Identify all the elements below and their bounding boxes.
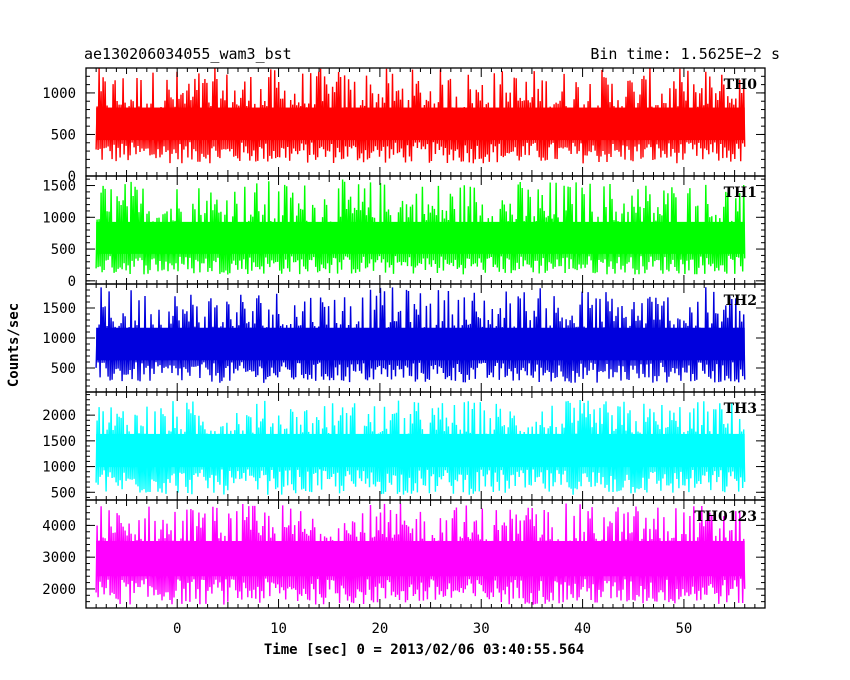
y-tick-label: 500: [51, 242, 76, 258]
x-tick-label: 0: [173, 621, 181, 637]
series-label-th1: TH1: [724, 185, 757, 201]
x-tick-label: 40: [574, 621, 591, 637]
y-tick-label: 1000: [42, 460, 76, 476]
series-core-th2: [96, 327, 745, 361]
x-tick-label: 20: [371, 621, 388, 637]
panel-th1: 0 500 1000 1500 TH1: [42, 175, 766, 290]
series-label-th0123: TH0123: [694, 509, 757, 525]
y-tick-label: 1500: [42, 179, 76, 195]
panel-th0: 0 500 1000 TH0: [42, 67, 766, 185]
y-tick-label: 4000: [42, 518, 76, 534]
series-core-th0: [96, 107, 745, 141]
series-label-th2: TH2: [724, 293, 757, 309]
series-core-th3: [96, 433, 745, 468]
panel-th2: 500 1000 1500 TH2: [42, 283, 766, 393]
y-axis-label: Counts/sec: [6, 303, 22, 387]
y-tick-label: 500: [51, 485, 76, 501]
y-tick-label: 500: [51, 361, 76, 377]
x-axis: 0 10 20 30 40 50: [173, 621, 692, 637]
y-tick-label: 1500: [42, 434, 76, 450]
series-label-th0: TH0: [724, 77, 758, 93]
y-tick-label: 1500: [42, 301, 76, 317]
y-tick-label: 1000: [42, 331, 76, 347]
x-tick-label: 10: [270, 621, 287, 637]
panel-th0123: 2000 3000 4000 TH0123: [42, 499, 766, 609]
panel-th3: 500 1000 1500 2000 TH3: [42, 391, 766, 501]
series-label-th3: TH3: [724, 401, 757, 417]
x-axis-label: Time [sec] 0 = 2013/02/06 03:40:55.564: [264, 642, 584, 658]
x-tick-label: 30: [473, 621, 490, 637]
series-core-th0123: [96, 540, 745, 577]
chart-title: ae130206034055_wam3_bst: [84, 45, 292, 63]
y-tick-label: 2000: [42, 408, 76, 424]
bin-time-label: Bin time: 1.5625E−2 s: [590, 45, 780, 63]
series-core-th1: [96, 221, 745, 254]
panel-frame: [85, 499, 766, 609]
y-tick-label: 2000: [42, 582, 76, 598]
y-tick-label: 0: [68, 169, 76, 185]
y-tick-label: 1000: [42, 210, 76, 226]
x-tick-label: 50: [675, 621, 692, 637]
y-tick-label: 0: [68, 274, 76, 290]
y-tick-label: 500: [51, 127, 76, 143]
y-tick-label: 3000: [42, 550, 76, 566]
y-tick-label: 1000: [42, 86, 76, 102]
